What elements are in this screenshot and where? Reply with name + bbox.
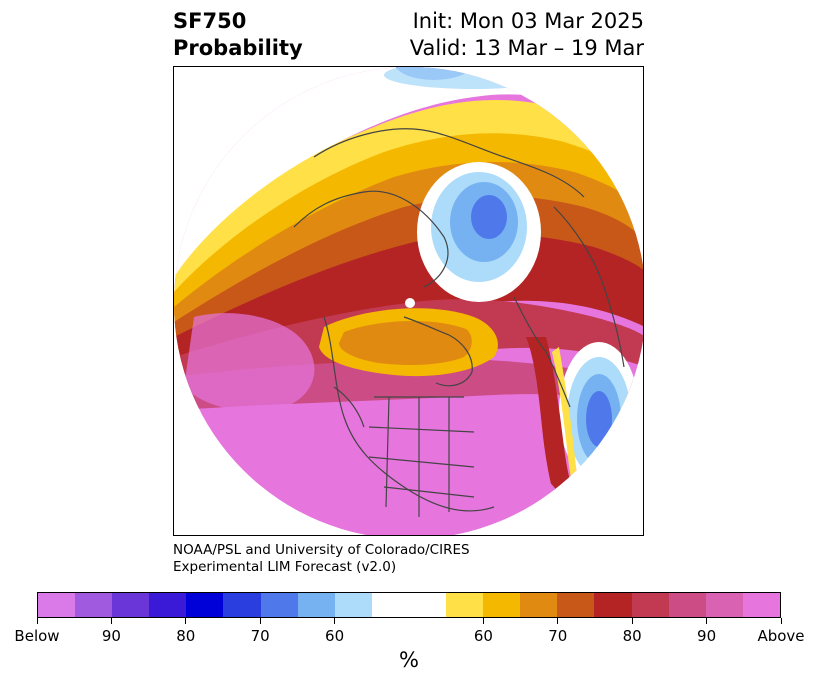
product-name: Probability [173,36,303,60]
valid-range: Valid: 13 Mar – 19 Mar [409,36,644,60]
credit-text: NOAA/PSL and University of Colorado/CIRE… [173,542,470,576]
colorbar-segment [260,593,298,617]
colorbar-tick-label: 80 [622,627,642,645]
colorbar-segment [483,593,521,617]
colorbar-segment [75,593,113,617]
colorbar-segment [186,593,224,617]
colorbar-segment [631,593,669,617]
colorbar-unit: % [399,648,419,672]
colorbar-segment [112,593,150,617]
colorbar-tick [259,618,261,624]
colorbar-segment [38,593,76,617]
colorbar-tick [631,618,633,624]
colorbar-tick-label: Below [14,627,60,645]
title-block-right: Init: Mon 03 Mar 2025 Valid: 13 Mar – 19… [410,8,644,62]
colorbar-tick [334,618,336,624]
colorbar-tick [482,618,484,624]
init-date: Init: Mon 03 Mar 2025 [412,9,644,33]
coastlines [293,86,635,517]
colorbar-tick-label: 80 [176,627,196,645]
colorbar-segment [594,593,632,617]
colorbar-tick [780,618,782,624]
colorbar-segment [371,593,447,617]
polar-map [174,67,643,535]
colorbar-segment [557,593,595,617]
colorbar [37,592,781,618]
colorbar-tick [36,618,38,624]
map-panel [173,66,644,536]
variable-name: SF750 [173,9,247,33]
colorbar-segment [705,593,743,617]
colorbar-segment [742,593,780,617]
colorbar-tick-label: 70 [548,627,568,645]
colorbar-tick-label: 60 [325,627,345,645]
colorbar-segment [334,593,372,617]
colorbar-segment [223,593,261,617]
colorbar-tick-label: 90 [697,627,717,645]
colorbar-segment [446,593,484,617]
anomaly-field [174,67,643,535]
colorbar-tick [557,618,559,624]
colorbar-tick [185,618,187,624]
colorbar-tick-label: 90 [101,627,121,645]
colorbar-tick-label: 70 [250,627,270,645]
colorbar-segment [668,593,706,617]
title-block-left: SF750 Probability [173,8,303,62]
colorbar-segment [520,593,558,617]
colorbar-segment [149,593,187,617]
colorbar-tick [110,618,112,624]
colorbar-segment [297,593,335,617]
credit-line-1: NOAA/PSL and University of Colorado/CIRE… [173,542,470,558]
colorbar-tick [706,618,708,624]
credit-line-2: Experimental LIM Forecast (v2.0) [173,559,397,575]
colorbar-tick-label: Above [757,627,805,645]
colorbar-tick-label: 60 [473,627,493,645]
